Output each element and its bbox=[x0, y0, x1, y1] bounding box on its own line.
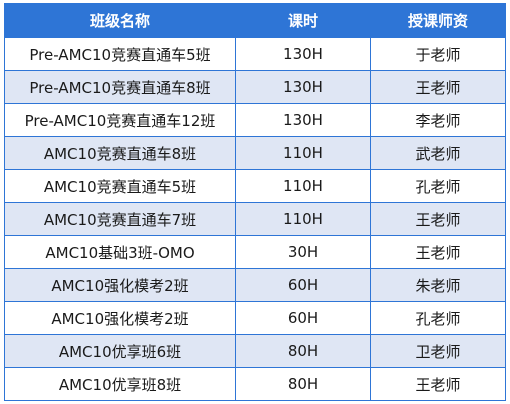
cell-hours: 130H bbox=[235, 70, 371, 104]
cell-class-name: Pre-AMC10竞赛直通车8班 bbox=[4, 70, 236, 104]
cell-class-name: AMC10强化模考2班 bbox=[4, 301, 236, 335]
table-row: AMC10优享班8班 80H 王老师 bbox=[4, 367, 506, 401]
table-row: Pre-AMC10竞赛直通车12班 130H 李老师 bbox=[4, 103, 506, 137]
cell-class-name: Pre-AMC10竞赛直通车12班 bbox=[4, 103, 236, 137]
cell-hours: 110H bbox=[235, 202, 371, 236]
table-row: AMC10竞赛直通车5班 110H 孔老师 bbox=[4, 169, 506, 203]
cell-teacher: 孔老师 bbox=[370, 169, 506, 203]
cell-teacher: 孔老师 bbox=[370, 301, 506, 335]
cell-teacher: 卫老师 bbox=[370, 334, 506, 368]
class-schedule-table-container: 班级名称 课时 授课师资 Pre-AMC10竞赛直通车5班 130H 于老师 P… bbox=[4, 3, 506, 401]
cell-teacher: 王老师 bbox=[370, 202, 506, 236]
cell-class-name: AMC10强化模考2班 bbox=[4, 268, 236, 302]
table-row: AMC10强化模考2班 60H 孔老师 bbox=[4, 301, 506, 335]
cell-hours: 130H bbox=[235, 37, 371, 71]
header-hours: 课时 bbox=[235, 3, 371, 38]
cell-hours: 130H bbox=[235, 103, 371, 137]
table-row: Pre-AMC10竞赛直通车8班 130H 王老师 bbox=[4, 70, 506, 104]
table-header-row: 班级名称 课时 授课师资 bbox=[4, 3, 506, 38]
cell-class-name: AMC10竞赛直通车8班 bbox=[4, 136, 236, 170]
table-row: AMC10竞赛直通车8班 110H 武老师 bbox=[4, 136, 506, 170]
cell-class-name: AMC10竞赛直通车7班 bbox=[4, 202, 236, 236]
cell-teacher: 王老师 bbox=[370, 70, 506, 104]
table-row: AMC10基础3班-OMO 30H 王老师 bbox=[4, 235, 506, 269]
cell-teacher: 武老师 bbox=[370, 136, 506, 170]
table-row: AMC10优享班6班 80H 卫老师 bbox=[4, 334, 506, 368]
cell-teacher: 于老师 bbox=[370, 37, 506, 71]
table-row: AMC10竞赛直通车7班 110H 王老师 bbox=[4, 202, 506, 236]
header-teacher: 授课师资 bbox=[370, 3, 506, 38]
cell-teacher: 王老师 bbox=[370, 235, 506, 269]
cell-hours: 30H bbox=[235, 235, 371, 269]
table-row: Pre-AMC10竞赛直通车5班 130H 于老师 bbox=[4, 37, 506, 71]
cell-teacher: 朱老师 bbox=[370, 268, 506, 302]
cell-class-name: AMC10基础3班-OMO bbox=[4, 235, 236, 269]
cell-hours: 110H bbox=[235, 136, 371, 170]
cell-hours: 110H bbox=[235, 169, 371, 203]
cell-hours: 60H bbox=[235, 301, 371, 335]
cell-teacher: 王老师 bbox=[370, 367, 506, 401]
cell-class-name: AMC10优享班8班 bbox=[4, 367, 236, 401]
cell-hours: 60H bbox=[235, 268, 371, 302]
class-schedule-table: 班级名称 课时 授课师资 Pre-AMC10竞赛直通车5班 130H 于老师 P… bbox=[4, 3, 506, 401]
cell-class-name: AMC10竞赛直通车5班 bbox=[4, 169, 236, 203]
cell-class-name: AMC10优享班6班 bbox=[4, 334, 236, 368]
header-class-name: 班级名称 bbox=[4, 3, 236, 38]
table-row: AMC10强化模考2班 60H 朱老师 bbox=[4, 268, 506, 302]
cell-hours: 80H bbox=[235, 367, 371, 401]
cell-class-name: Pre-AMC10竞赛直通车5班 bbox=[4, 37, 236, 71]
cell-hours: 80H bbox=[235, 334, 371, 368]
cell-teacher: 李老师 bbox=[370, 103, 506, 137]
